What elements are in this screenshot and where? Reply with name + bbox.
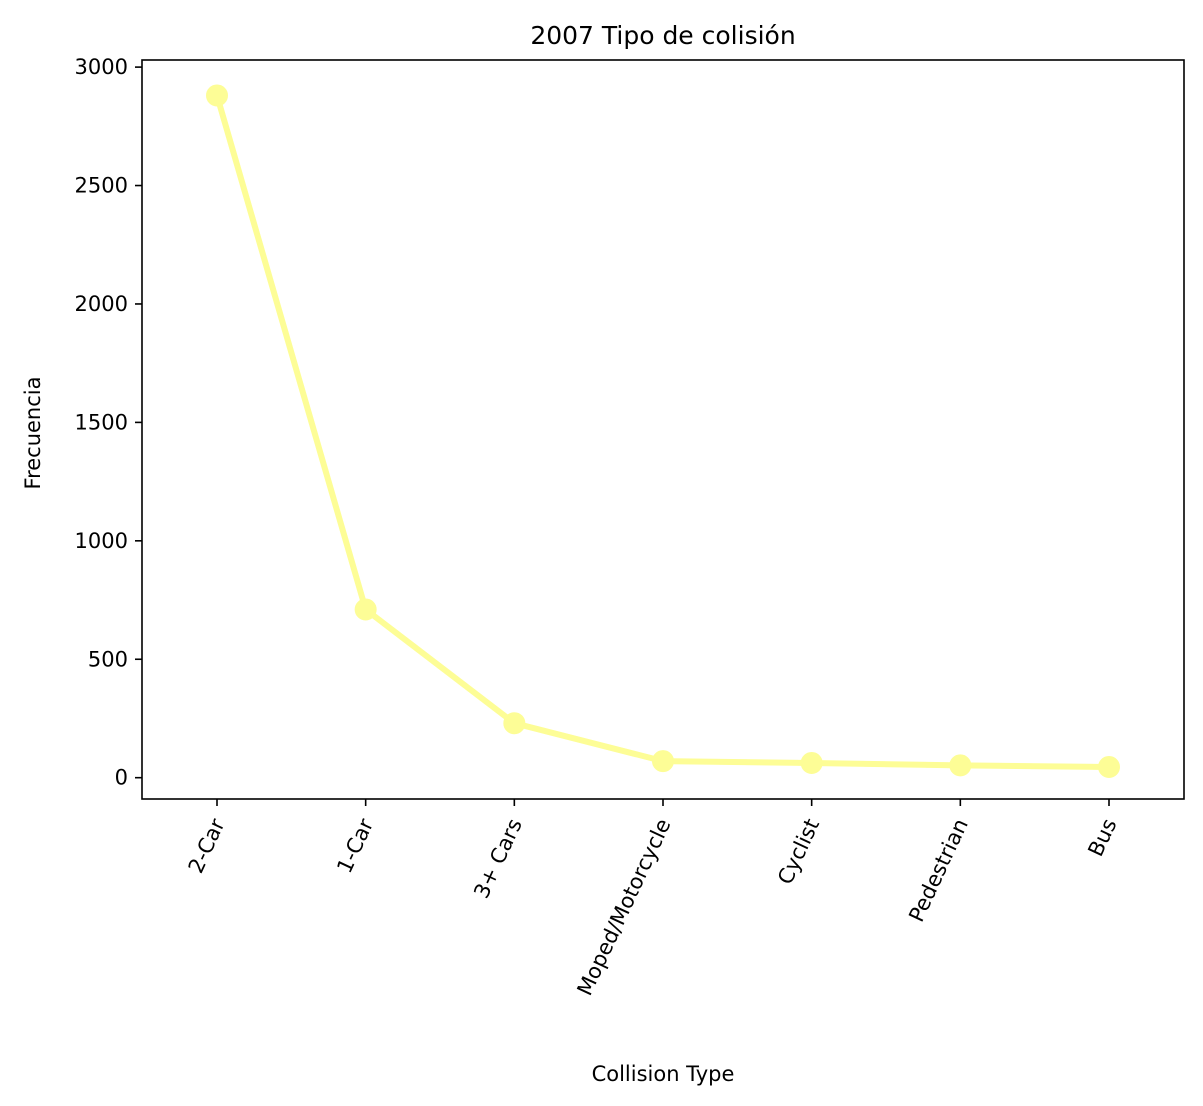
x-tick-label: 3+ Cars	[469, 815, 527, 902]
y-axis-label: Frecuencia	[21, 377, 45, 490]
y-axis: 0 500 1000 1500 2000 2500 3000	[75, 55, 142, 790]
x-tick-label: Pedestrian	[904, 815, 973, 926]
y-tick-label: 500	[88, 647, 128, 671]
y-tick-label: 1500	[75, 410, 128, 434]
data-point-bus	[1098, 756, 1120, 779]
x-tick-label: 2-Car	[184, 815, 230, 877]
data-point-moped-motorcycle	[652, 750, 674, 773]
data-point-2-car	[206, 84, 228, 107]
x-axis-label: Collision Type	[592, 1062, 735, 1086]
y-tick-label: 3000	[75, 55, 128, 79]
data-point-pedestrian	[949, 754, 972, 777]
y-tick-label: 0	[115, 766, 128, 790]
plot-frame	[141, 59, 1185, 800]
data-point-cyclist	[800, 751, 823, 774]
y-tick-label: 1000	[75, 529, 128, 553]
series-line	[206, 84, 1120, 779]
data-point-1-car	[354, 598, 377, 621]
x-tick-label: Cyclist	[773, 815, 824, 888]
x-tick-label: 1-Car	[332, 815, 378, 877]
x-tick-label: Bus	[1083, 815, 1121, 860]
x-tick-label: Moped/Motorcycle	[573, 815, 676, 999]
data-point-3-cars	[503, 712, 526, 735]
chart-title: 2007 Tipo de colisión	[530, 21, 795, 50]
y-tick-label: 2000	[75, 292, 128, 316]
x-axis: 2-Car 1-Car 3+ Cars Moped/Motorcycle Cyclist…	[184, 799, 1122, 999]
y-tick-label: 2500	[75, 174, 128, 198]
series-line-path	[214, 92, 1112, 771]
